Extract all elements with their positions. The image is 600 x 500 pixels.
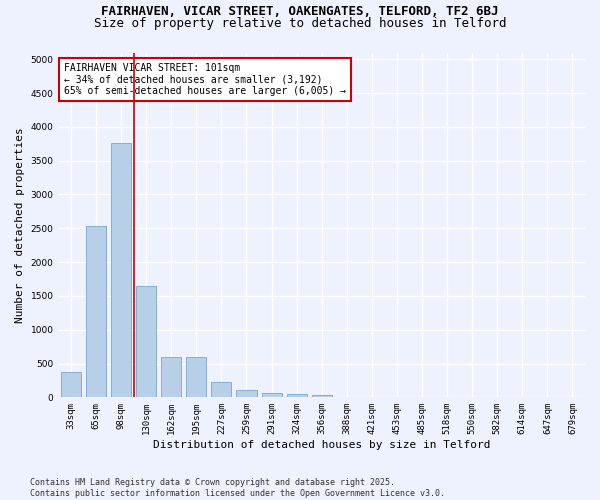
Bar <box>187 357 206 398</box>
Bar <box>311 396 332 398</box>
Y-axis label: Number of detached properties: Number of detached properties <box>15 127 25 323</box>
Text: FAIRHAVEN, VICAR STREET, OAKENGATES, TELFORD, TF2 6BJ: FAIRHAVEN, VICAR STREET, OAKENGATES, TEL… <box>101 5 499 18</box>
Bar <box>61 372 81 398</box>
X-axis label: Distribution of detached houses by size in Telford: Distribution of detached houses by size … <box>153 440 490 450</box>
Bar <box>236 390 257 398</box>
Bar <box>211 382 232 398</box>
Text: Contains HM Land Registry data © Crown copyright and database right 2025.
Contai: Contains HM Land Registry data © Crown c… <box>30 478 445 498</box>
Bar <box>111 143 131 398</box>
Bar <box>136 286 156 398</box>
Bar <box>161 357 181 398</box>
Bar <box>86 226 106 398</box>
Bar <box>287 394 307 398</box>
Text: FAIRHAVEN VICAR STREET: 101sqm
← 34% of detached houses are smaller (3,192)
65% : FAIRHAVEN VICAR STREET: 101sqm ← 34% of … <box>64 63 346 96</box>
Bar <box>262 394 281 398</box>
Text: Size of property relative to detached houses in Telford: Size of property relative to detached ho… <box>94 18 506 30</box>
